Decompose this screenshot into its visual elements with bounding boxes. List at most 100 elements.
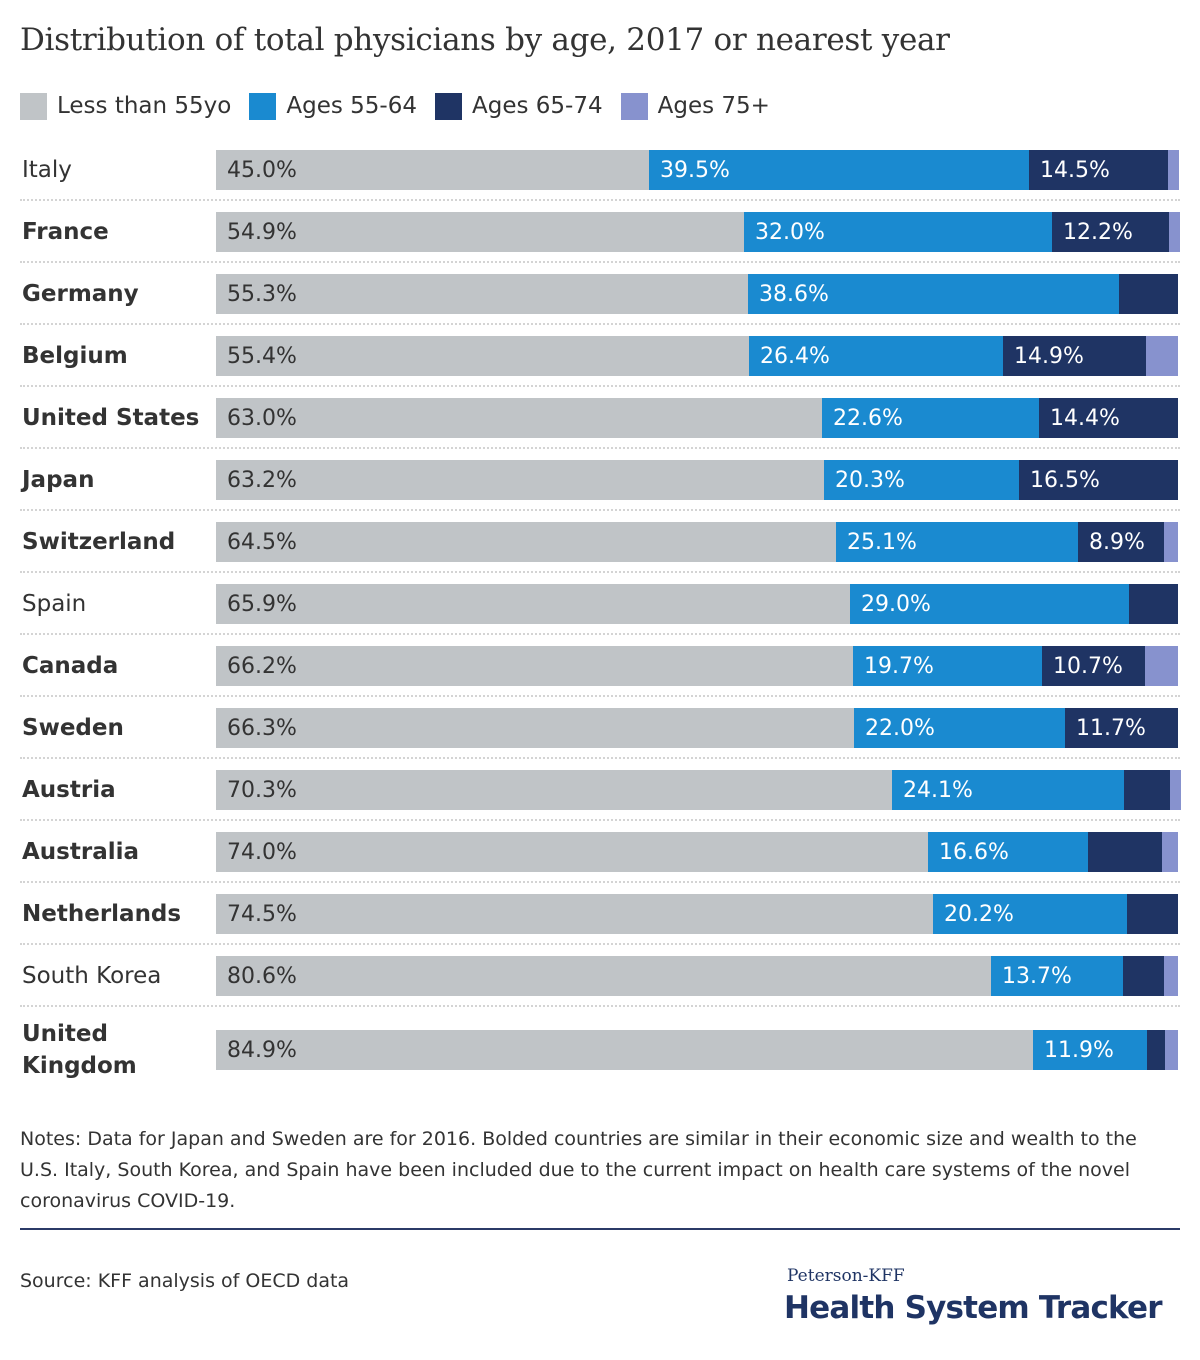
- stacked-bar: 80.6% 13.7%: [216, 956, 1178, 996]
- data-label: 14.9%: [1014, 343, 1084, 369]
- category-label: Italy: [22, 157, 72, 183]
- data-label: 19.7%: [864, 653, 934, 679]
- data-label: 54.9%: [227, 219, 297, 245]
- bar-segment: 45.0%: [216, 150, 649, 190]
- data-label: 74.0%: [227, 839, 297, 865]
- stacked-bar: 55.4% 26.4% 14.9%: [216, 336, 1178, 376]
- bar-segment: 29.0%: [850, 584, 1129, 624]
- bar-segment: 14.5%: [1029, 150, 1168, 190]
- row-separator: [20, 881, 1180, 883]
- legend-swatch: [620, 92, 648, 120]
- data-label: 29.0%: [861, 591, 931, 617]
- data-label: 11.9%: [1044, 1037, 1114, 1063]
- category-label: United States: [22, 405, 200, 431]
- category-label: France: [22, 219, 109, 245]
- data-label: 20.3%: [835, 467, 905, 493]
- data-label: 22.6%: [833, 405, 903, 431]
- bar-segment: [1164, 956, 1178, 996]
- bar-segment: 66.3%: [216, 708, 854, 748]
- data-label: 84.9%: [227, 1037, 297, 1063]
- data-label: 25.1%: [847, 529, 917, 555]
- data-label: 12.2%: [1063, 219, 1133, 245]
- bar-segment: 54.9%: [216, 212, 744, 252]
- bar-segment: [1146, 336, 1178, 376]
- stacked-bar: 66.3% 22.0% 11.7%: [216, 708, 1178, 748]
- category-label: Spain: [22, 591, 87, 617]
- data-label: 11.7%: [1076, 715, 1146, 741]
- bar-segment: 22.0%: [854, 708, 1065, 748]
- data-label: 13.7%: [1002, 963, 1072, 989]
- brand-name-large: Health System Tracker: [784, 1290, 1163, 1326]
- chart-legend: Less than 55yo Ages 55-64 Ages 65-74 Ages 7…: [20, 90, 788, 122]
- footer-divider: [20, 1228, 1180, 1230]
- bar-segment: 26.4%: [749, 336, 1003, 376]
- bar-segment: 14.9%: [1003, 336, 1146, 376]
- bar-segment: 16.5%: [1019, 460, 1178, 500]
- bar-segment: 74.0%: [216, 832, 928, 872]
- category-label: Canada: [22, 653, 119, 679]
- legend-swatch: [20, 92, 47, 120]
- bar-segment: [1123, 956, 1164, 996]
- data-label: 16.6%: [939, 839, 1009, 865]
- legend-item: Ages 75+: [620, 92, 770, 120]
- bar-segment: [1147, 1030, 1165, 1070]
- bar-segment: 65.9%: [216, 584, 850, 624]
- brand-name-small: Peterson-KFF: [787, 1266, 905, 1286]
- data-label: 74.5%: [227, 901, 297, 927]
- chart-row: Belgium 55.4% 26.4% 14.9%: [20, 325, 1180, 387]
- category-label: Germany: [22, 281, 139, 307]
- legend-label: Ages 75+: [657, 93, 770, 119]
- bar-segment: 63.2%: [216, 460, 824, 500]
- row-separator: [20, 1005, 1180, 1007]
- data-label: 26.4%: [760, 343, 830, 369]
- chart-row: United States 63.0% 22.6% 14.4%: [20, 387, 1180, 449]
- bar-segment: 39.5%: [649, 150, 1029, 190]
- bar-segment: [1170, 770, 1181, 810]
- row-separator: [20, 199, 1180, 201]
- data-label: 63.2%: [227, 467, 297, 493]
- bar-segment: [1164, 522, 1178, 562]
- chart-row: Sweden 66.3% 22.0% 11.7%: [20, 697, 1180, 759]
- bar-segment: 38.6%: [748, 274, 1119, 314]
- chart-row: Canada 66.2% 19.7% 10.7%: [20, 635, 1180, 697]
- stacked-bar: 63.0% 22.6% 14.4%: [216, 398, 1178, 438]
- legend-swatch: [435, 92, 462, 120]
- bar-segment: 70.3%: [216, 770, 892, 810]
- row-separator: [20, 943, 1180, 945]
- row-separator: [20, 385, 1180, 387]
- stacked-bar: 64.5% 25.1% 8.9%: [216, 522, 1178, 562]
- category-label: United Kingdom: [22, 1021, 137, 1079]
- data-label: 63.0%: [227, 405, 297, 431]
- bar-segment: [1169, 212, 1180, 252]
- chart-row: Switzerland 64.5% 25.1% 8.9%: [20, 511, 1180, 573]
- bar-segment: 8.9%: [1078, 522, 1164, 562]
- data-label: 16.5%: [1030, 467, 1100, 493]
- row-separator: [20, 447, 1180, 449]
- bar-segment: 84.9%: [216, 1030, 1033, 1070]
- data-label: 32.0%: [755, 219, 825, 245]
- row-separator: [20, 571, 1180, 573]
- bar-segment: [1127, 894, 1178, 934]
- chart-row: Italy 45.0% 39.5% 14.5%: [20, 139, 1180, 201]
- chart-title: Distribution of total physicians by age,…: [20, 22, 950, 58]
- data-label: 20.2%: [944, 901, 1014, 927]
- bar-segment: 20.2%: [933, 894, 1127, 934]
- chart-row: South Korea 80.6% 13.7%: [20, 945, 1180, 1007]
- bar-segment: [1165, 1030, 1178, 1070]
- data-label: 80.6%: [227, 963, 297, 989]
- stacked-bar: 74.5% 20.2%: [216, 894, 1178, 934]
- category-label: Australia: [22, 839, 140, 865]
- data-label: 55.3%: [227, 281, 297, 307]
- stacked-bar: 84.9% 11.9%: [216, 1030, 1178, 1070]
- chart-row: United Kingdom 84.9% 11.9%: [20, 1019, 1180, 1081]
- row-separator: [20, 323, 1180, 325]
- bar-segment: 10.7%: [1042, 646, 1145, 686]
- bar-segment: [1119, 274, 1178, 314]
- bar-segment: 11.9%: [1033, 1030, 1147, 1070]
- bar-segment: 24.1%: [892, 770, 1124, 810]
- data-label: 55.4%: [227, 343, 297, 369]
- legend-label: Less than 55yo: [57, 93, 232, 119]
- legend-label: Ages 55-64: [286, 93, 417, 119]
- bar-segment: 63.0%: [216, 398, 822, 438]
- data-label: 14.5%: [1040, 157, 1110, 183]
